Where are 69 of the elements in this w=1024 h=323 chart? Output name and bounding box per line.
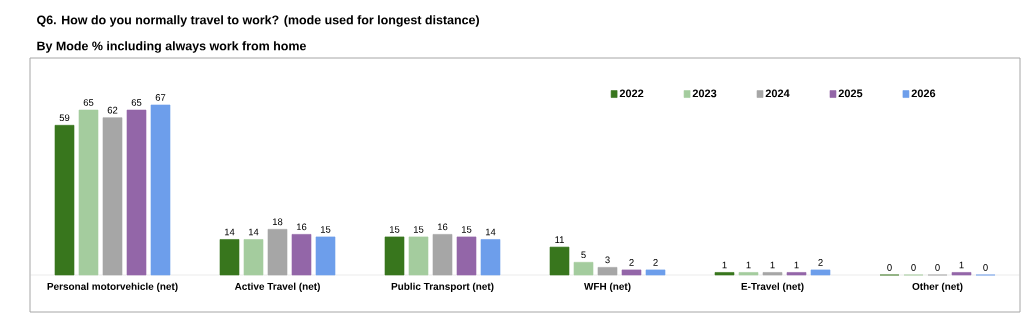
bar — [762, 272, 783, 276]
bar — [432, 234, 453, 276]
data-label: 1 — [722, 261, 727, 269]
data-label: 1 — [746, 261, 751, 269]
x-tick-label: Public Transport (net) — [391, 282, 494, 292]
bar — [951, 272, 972, 276]
data-label: 16 — [296, 223, 307, 231]
bar — [243, 239, 264, 276]
chart-subtitle: By Mode % including always work from home — [37, 41, 306, 53]
data-label: 14 — [224, 228, 235, 236]
bar — [126, 109, 147, 276]
data-label: 0 — [983, 264, 988, 271]
bar — [573, 262, 594, 276]
bar — [315, 236, 336, 276]
bar — [645, 269, 666, 276]
x-tick-label: Active Travel (net) — [234, 282, 320, 292]
legend-label: 2025 — [838, 89, 863, 98]
bar — [54, 125, 75, 276]
bar — [219, 239, 240, 276]
bar — [549, 246, 570, 276]
legend-label: 2026 — [911, 89, 936, 98]
bar — [786, 272, 807, 276]
bar — [78, 109, 99, 276]
bar — [150, 104, 171, 276]
data-label: 5 — [581, 251, 586, 259]
data-label: 3 — [605, 256, 610, 264]
data-label: 67 — [155, 94, 166, 101]
data-label: 1 — [794, 261, 799, 269]
bar — [102, 117, 123, 276]
bar — [738, 272, 759, 276]
x-tick-label: Personal motorvehicle (net) — [47, 282, 178, 292]
legend-label: 2024 — [765, 89, 790, 98]
data-label: 18 — [272, 218, 283, 226]
data-label: 62 — [107, 106, 118, 114]
x-tick-label: WFH (net) — [584, 282, 631, 292]
legend-label: 2022 — [619, 89, 644, 98]
data-label: 0 — [887, 264, 892, 271]
data-label: 14 — [248, 228, 259, 236]
bar — [480, 239, 501, 276]
data-label: 0 — [911, 264, 916, 271]
data-label: 65 — [83, 99, 94, 106]
bar — [384, 236, 405, 276]
bar — [597, 267, 618, 276]
data-label: 15 — [413, 226, 424, 233]
data-label: 2 — [818, 259, 823, 266]
bar — [810, 269, 831, 276]
data-label: 59 — [59, 114, 70, 122]
bar — [714, 272, 735, 276]
data-label: 65 — [131, 99, 142, 106]
bar — [291, 234, 312, 276]
data-label: 1 — [959, 261, 964, 269]
data-label: 11 — [555, 236, 564, 243]
data-label: 15 — [389, 226, 400, 233]
bar — [408, 236, 429, 276]
data-label: 16 — [437, 223, 448, 231]
data-label: 2 — [629, 259, 634, 266]
x-tick-label: Other (net) — [912, 282, 963, 292]
bar — [456, 236, 477, 276]
bar — [267, 229, 288, 276]
data-label: 0 — [935, 264, 940, 271]
data-label: 14 — [485, 228, 496, 236]
bar — [621, 269, 642, 276]
data-label: 2 — [653, 259, 658, 266]
data-label: 15 — [461, 226, 472, 233]
data-label: 15 — [320, 226, 331, 233]
legend-label: 2023 — [692, 89, 717, 98]
chart-title: Q6. How do you normally travel to work? (mode used for longest distance) — [37, 15, 479, 27]
x-tick-label: E-Travel (net) — [741, 282, 804, 292]
data-label: 1 — [770, 261, 775, 269]
